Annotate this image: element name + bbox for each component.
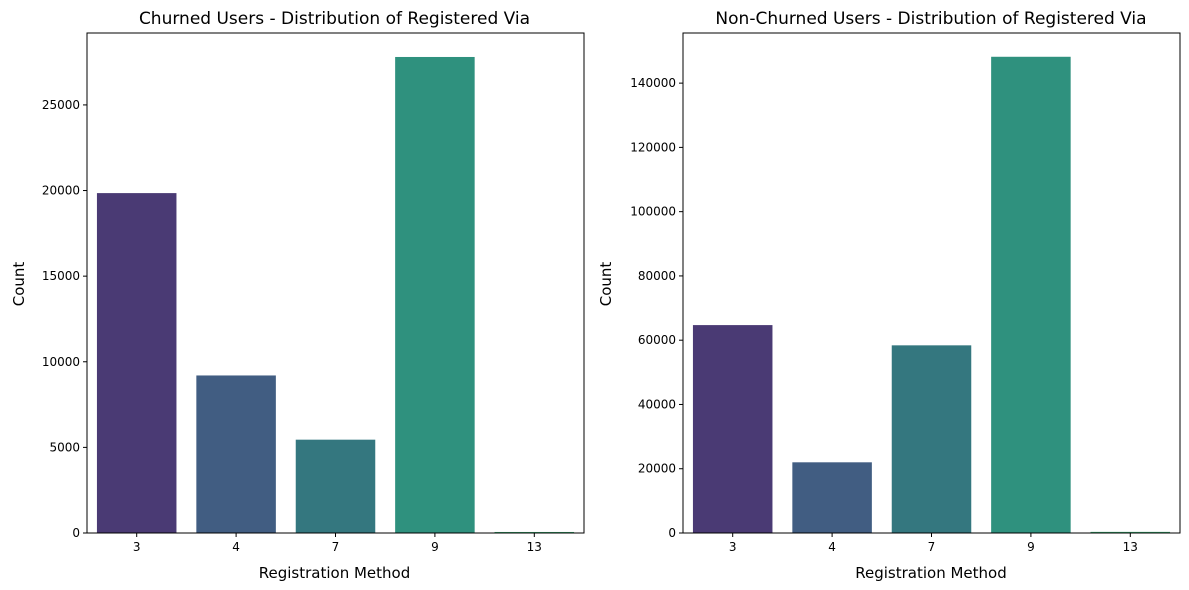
- churned-y-tick-label: 10000: [42, 355, 80, 369]
- churned-x-tick-label: 3: [133, 540, 141, 554]
- non-churned-chart-ylabel: Count: [597, 262, 615, 307]
- non-churned-y-tick-label: 40000: [638, 397, 676, 411]
- non-churned-x-tick-label: 7: [928, 540, 936, 554]
- churned-bar-9: [395, 56, 475, 534]
- churned-bar-3: [96, 193, 177, 534]
- churned-chart: Churned Users - Distribution of Register…: [10, 9, 585, 582]
- churned-bar-13: [494, 531, 575, 533]
- non-churned-plot-frame: [682, 32, 1181, 534]
- non-churned-x-tick-label: 9: [1027, 540, 1035, 554]
- churned-bars: [96, 56, 575, 534]
- non-churned-bar-9: [991, 56, 1071, 533]
- churned-y-ticks: 0 5000 10000 15000 20000 25000: [42, 98, 87, 540]
- churned-x-tick-label: 13: [527, 540, 542, 554]
- churned-bar-4: [196, 375, 276, 533]
- non-churned-chart-xlabel: Registration Method: [855, 564, 1006, 582]
- churned-y-tick-label: 5000: [49, 440, 80, 454]
- churned-y-tick-label: 0: [72, 526, 80, 540]
- churned-chart-ylabel: Count: [10, 262, 28, 307]
- churned-y-tick-label: 15000: [42, 269, 80, 283]
- churned-x-tick-label: 4: [232, 540, 240, 554]
- churned-chart-xlabel: Registration Method: [259, 564, 410, 582]
- churned-x-tick-label: 9: [431, 540, 439, 554]
- non-churned-bar-13: [1090, 531, 1171, 533]
- non-churned-y-tick-label: 100000: [630, 205, 676, 219]
- non-churned-y-ticks: 0 20000 40000 60000 80000 100000 120000 140000: [630, 76, 683, 540]
- non-churned-y-tick-label: 80000: [638, 269, 676, 283]
- non-churned-x-tick-label: 4: [828, 540, 836, 554]
- non-churned-chart-title: Non-Churned Users - Distribution of Regi…: [715, 9, 1146, 29]
- non-churned-bars: [692, 56, 1171, 533]
- churned-x-ticks: 3 4 7 9 13: [133, 533, 542, 554]
- non-churned-y-tick-label: 140000: [630, 76, 676, 90]
- non-churned-y-tick-label: 20000: [638, 462, 676, 476]
- non-churned-x-tick-label: 13: [1123, 540, 1138, 554]
- non-churned-chart: Non-Churned Users - Distribution of Regi…: [597, 9, 1181, 582]
- churned-bar-7: [295, 439, 376, 533]
- churned-y-tick-label: 20000: [42, 184, 80, 198]
- non-churned-bar-4: [792, 462, 872, 533]
- non-churned-bar-7: [891, 345, 972, 533]
- churned-plot-frame: [86, 32, 585, 534]
- non-churned-y-tick-label: 120000: [630, 140, 676, 154]
- churned-chart-title: Churned Users - Distribution of Register…: [139, 9, 530, 29]
- non-churned-x-tick-label: 3: [729, 540, 737, 554]
- non-churned-x-ticks: 3 4 7 9 13: [729, 533, 1138, 554]
- non-churned-y-tick-label: 0: [668, 526, 676, 540]
- churned-y-tick-label: 25000: [42, 98, 80, 112]
- churned-x-tick-label: 7: [332, 540, 340, 554]
- non-churned-y-tick-label: 60000: [638, 333, 676, 347]
- non-churned-bar-3: [692, 325, 773, 533]
